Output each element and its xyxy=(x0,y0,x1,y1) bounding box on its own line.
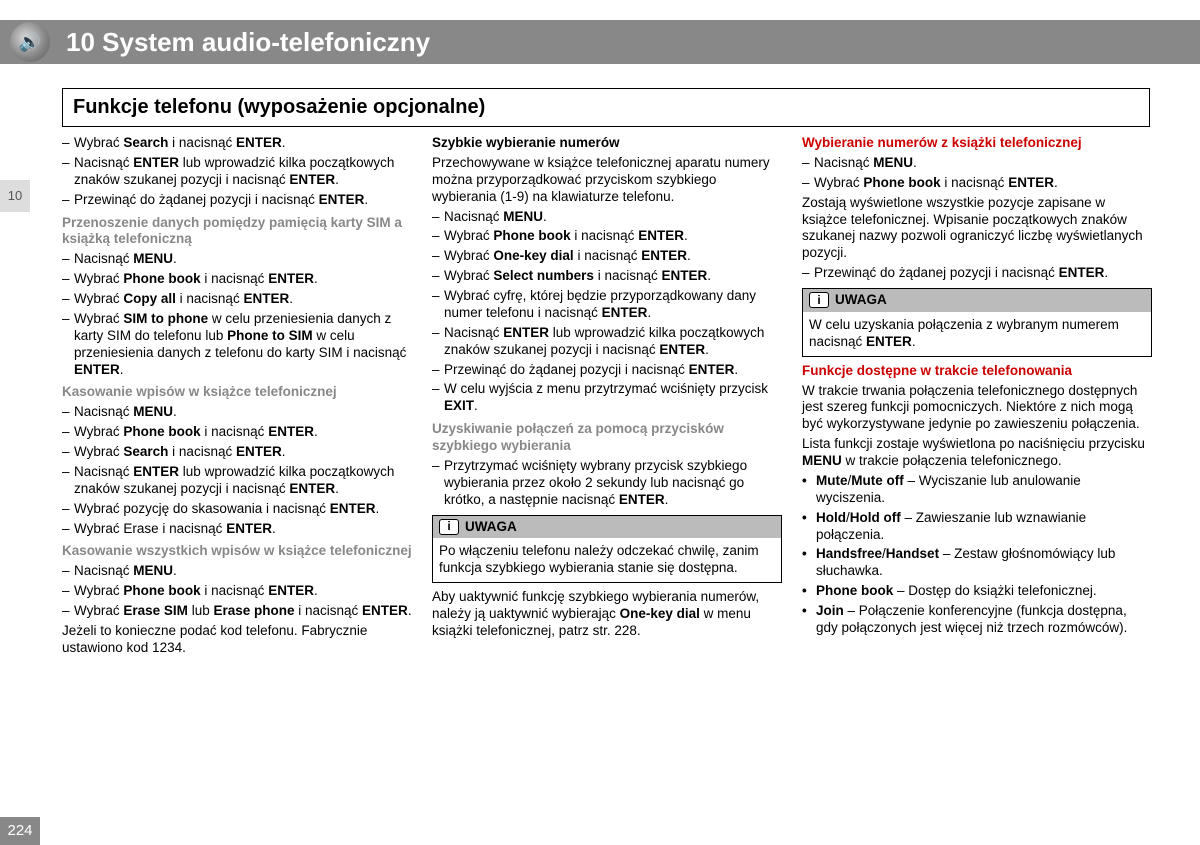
note-box: iUWAGA W celu uzyskania połączenia z wyb… xyxy=(802,288,1152,357)
note-box: iUWAGA Po włączeniu telefonu należy odcz… xyxy=(432,515,782,584)
section-title: Funkcje telefonu (wyposażenie opcjonalne… xyxy=(62,88,1150,127)
content-columns: –Wybrać Search i nacisnąć ENTER. –Nacisn… xyxy=(62,135,1152,660)
column-2: Szybkie wybieranie numerów Przechowywane… xyxy=(432,135,782,660)
side-tab: 10 xyxy=(0,180,30,212)
chapter-header: 🔊 10 System audio-telefoniczny xyxy=(0,20,1200,64)
info-icon: i xyxy=(809,292,829,308)
chapter-title: 10 System audio-telefoniczny xyxy=(66,26,430,59)
column-1: –Wybrać Search i nacisnąć ENTER. –Nacisn… xyxy=(62,135,412,660)
column-3: Wybieranie numerów z książki telefoniczn… xyxy=(802,135,1152,660)
info-icon: i xyxy=(439,519,459,535)
page-number: 224 xyxy=(0,817,40,845)
speaker-icon: 🔊 xyxy=(10,22,50,62)
